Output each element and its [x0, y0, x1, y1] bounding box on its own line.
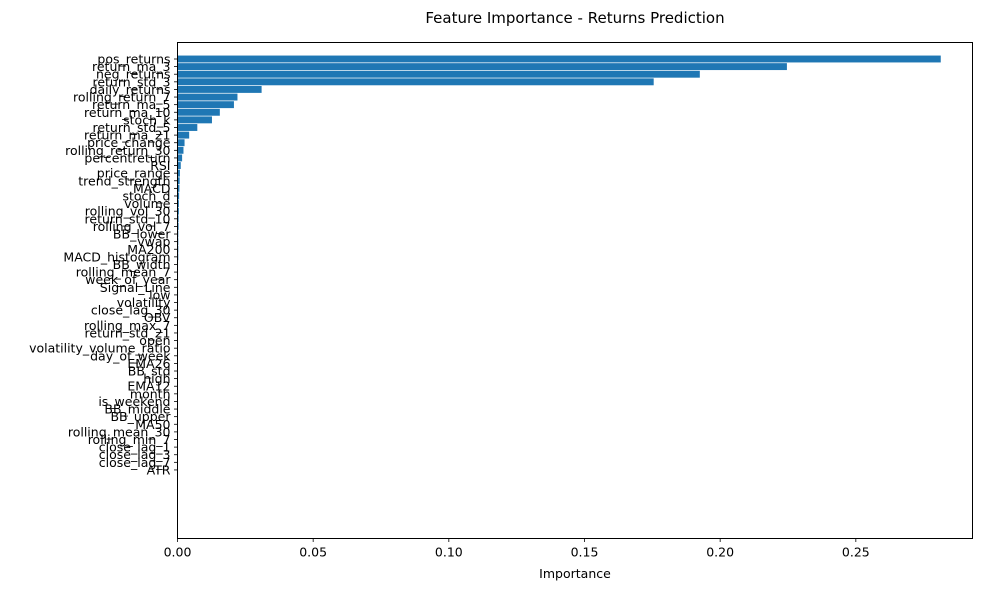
- bar-pos_returns: [177, 55, 941, 63]
- y-tick-label: rolling_max_7: [84, 318, 170, 333]
- y-tick-label: return_std_5: [92, 120, 170, 135]
- y-tick-label: trend_strength: [78, 173, 170, 188]
- bar-RSI: [177, 162, 181, 169]
- bar-neg_returns: [177, 70, 700, 78]
- bar-volume: [177, 200, 179, 208]
- bar-return_std_10: [177, 215, 179, 223]
- y-tick-label: price_range: [97, 166, 171, 181]
- x-tick-label: 0.25: [842, 545, 870, 560]
- y-tick-label: return_std_3: [92, 74, 170, 89]
- y-tick-label: EMA26: [127, 356, 170, 371]
- y-tick-label: rolling_mean_7: [76, 265, 171, 280]
- y-tick-label: rolling_vol_7: [93, 219, 171, 234]
- bar-rolling_return_7: [177, 93, 238, 101]
- x-tick-label: 0.20: [706, 545, 734, 560]
- y-tick-label: RSI: [150, 158, 170, 173]
- bar-return_std_5: [177, 124, 198, 131]
- bar-trend_strength: [177, 177, 180, 185]
- y-tick-label: low: [149, 287, 170, 302]
- y-tick-label: is_weekend: [98, 394, 170, 409]
- bar-price_change: [177, 139, 185, 147]
- y-tick-label: MACD: [133, 181, 170, 196]
- y-tick-label: return_ma_3: [92, 59, 171, 74]
- y-tick-label: volatility_volume_ratio: [29, 341, 170, 356]
- y-tick-label: percentreturn: [84, 150, 170, 165]
- chart-title: Feature Importance - Returns Prediction: [425, 9, 724, 27]
- y-tick-label: stoch_k: [123, 112, 171, 127]
- y-tick-label: rolling_return_7: [73, 90, 170, 105]
- y-tick-label: BB_width: [113, 257, 171, 272]
- y-tick-label: rolling_vol_30: [85, 204, 171, 219]
- bar-price_range: [177, 169, 180, 177]
- bar-return_ma_10: [177, 108, 220, 116]
- y-tick-label: BB_upper: [110, 409, 171, 424]
- x-tick-label: 0.00: [164, 545, 192, 560]
- y-tick-label: rolling_mean_30: [68, 424, 171, 439]
- bars-group: [177, 55, 941, 443]
- bar-stoch_k: [177, 116, 212, 124]
- bar-stoch_d: [177, 192, 180, 200]
- bar-return_ma_21: [177, 131, 190, 139]
- y-tick-label: BB_std: [128, 364, 171, 379]
- x-tick-label: 0.15: [571, 545, 599, 560]
- bar-return_ma_3: [177, 63, 787, 71]
- y-tick-label: neg_returns: [96, 67, 171, 82]
- y-tick-label: return_std_21: [85, 325, 171, 340]
- y-tick-label: rolling_return_30: [65, 143, 170, 158]
- x-ticks-group: 0.00 0.05 0.10 0.15 0.20 0.25: [164, 538, 870, 560]
- y-tick-label: return_ma_5: [92, 97, 171, 112]
- y-tick-label: vwap: [137, 234, 170, 249]
- y-tick-label: return_std_10: [85, 211, 171, 226]
- y-tick-label: open: [139, 333, 170, 348]
- x-tick-label: 0.05: [299, 545, 327, 560]
- y-tick-label: EMA12: [127, 379, 170, 394]
- y-tick-label: BB_middle: [104, 402, 170, 417]
- y-tick-label: ATR: [147, 462, 171, 477]
- y-tick-label: daily_returns: [90, 82, 171, 97]
- y-tick-label: high: [143, 371, 170, 386]
- y-tick-label: MA200: [127, 242, 170, 257]
- bar-rolling_vol_7: [177, 222, 179, 230]
- bar-MACD: [177, 184, 180, 192]
- plot-frame: [177, 42, 973, 539]
- y-tick-label: volatility: [117, 295, 171, 310]
- y-tick-label: MACD_histogram: [63, 249, 170, 264]
- y-tick-label: volume: [124, 196, 171, 211]
- y-tick-label: pos_returns: [97, 52, 170, 67]
- y-tick-label: month: [130, 386, 171, 401]
- bar-daily_returns: [177, 85, 262, 93]
- y-tick-label: MA50: [135, 417, 170, 432]
- y-tick-label: week_of_year: [85, 272, 171, 287]
- y-tick-label: return_ma_10: [84, 105, 171, 120]
- y-tick-label: day_of_week: [90, 348, 171, 363]
- x-tick-label: 0.10: [435, 545, 463, 560]
- y-tick-label: BB_lower: [113, 227, 171, 242]
- bar-percentreturn: [177, 154, 183, 162]
- y-tick-label: close_lag_3: [99, 447, 171, 462]
- y-tick-label: Signal_Line: [100, 280, 171, 295]
- y-tick-label: close_lag_1: [99, 440, 171, 455]
- bar-return_ma_5: [177, 101, 234, 109]
- x-axis-label: Importance: [539, 566, 611, 581]
- y-tick-label: rolling_min_7: [88, 432, 171, 447]
- y-tick-label: OBV: [144, 310, 171, 325]
- y-tick-label: price_change: [87, 135, 171, 150]
- bar-rolling_vol_30: [177, 207, 179, 215]
- y-ticks-group: pos_returnsreturn_ma_3neg_returnsreturn_…: [29, 52, 178, 477]
- y-tick-label: return_ma_21: [84, 128, 170, 143]
- y-tick-label: stoch_d: [122, 188, 170, 203]
- y-tick-label: close_lag_7: [99, 455, 171, 470]
- bar-rolling_return_30: [177, 146, 184, 154]
- bar-return_std_3: [177, 78, 654, 86]
- y-tick-label: close_lag_30: [91, 303, 171, 318]
